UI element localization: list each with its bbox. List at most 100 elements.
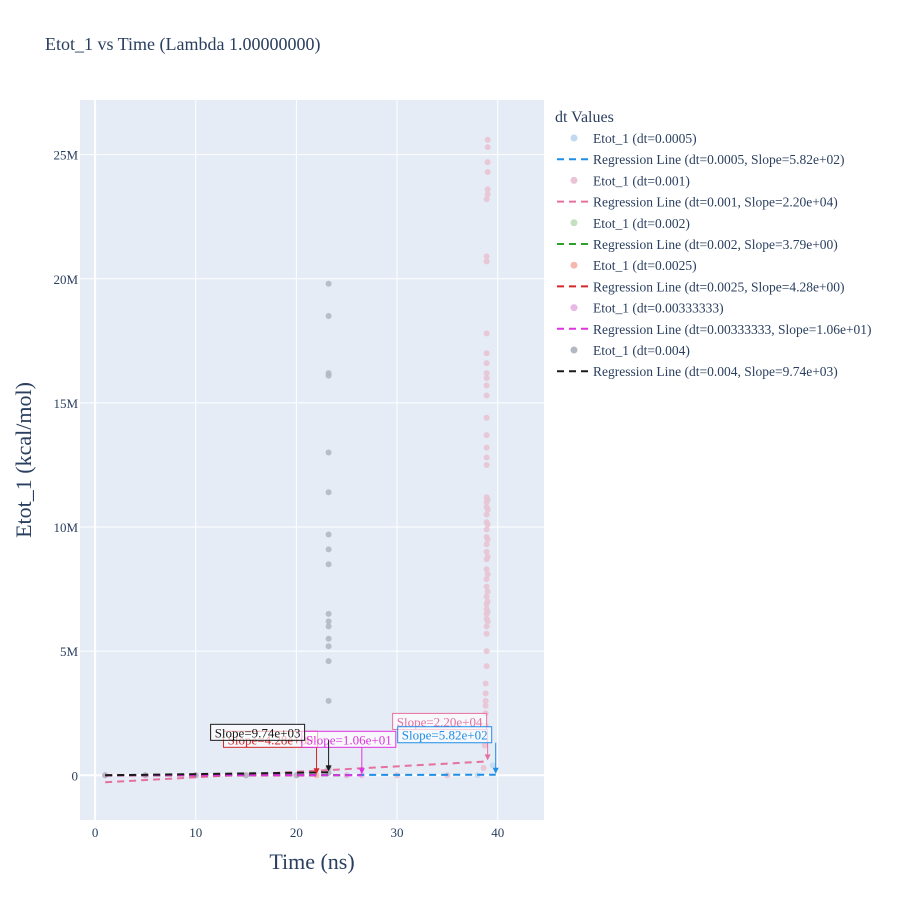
y-tick-label: 20M [53, 272, 78, 287]
scatter-series [102, 136, 491, 779]
legend-item[interactable]: Regression Line (dt=0.004, Slope=9.74e+0… [557, 364, 838, 379]
series-layer [102, 136, 496, 784]
legend-label: Etot_1 (dt=0.004) [593, 343, 690, 358]
data-point [325, 610, 332, 617]
legend-label: Regression Line (dt=0.00333333, Slope=1.… [593, 322, 872, 337]
x-tick-label: 20 [290, 825, 303, 840]
data-point [483, 375, 490, 382]
legend-label: Etot_1 (dt=0.002) [593, 216, 690, 231]
x-tick-label: 0 [92, 825, 99, 840]
annotation-label: Slope=9.74e+03 [215, 725, 301, 740]
data-point [483, 593, 490, 600]
annotation-box [397, 726, 493, 744]
legend-item[interactable]: Etot_1 (dt=0.0005) [570, 131, 697, 146]
x-tick-label: 40 [491, 825, 504, 840]
data-point [483, 630, 490, 637]
slope-annotation: Slope=2.20e+04 [392, 712, 491, 761]
legend-item[interactable]: Regression Line (dt=0.00333333, Slope=1.… [557, 322, 872, 337]
legend-item[interactable]: Etot_1 (dt=0.001) [570, 173, 690, 188]
data-point [482, 680, 489, 687]
legend-marker [570, 219, 578, 227]
legend-item[interactable]: Etot_1 (dt=0.0025) [570, 258, 697, 273]
data-point [484, 536, 491, 543]
data-point [482, 702, 489, 709]
data-point [483, 541, 490, 548]
legend-label: Etot_1 (dt=0.0005) [593, 131, 697, 146]
y-tick-label: 15M [53, 396, 78, 411]
legend-label: Regression Line (dt=0.0005, Slope=5.82e+… [593, 152, 845, 167]
data-point [484, 169, 491, 175]
data-point [483, 196, 490, 203]
data-point [483, 623, 490, 630]
data-point [484, 571, 491, 578]
annotation-arrowhead [325, 765, 332, 772]
data-point [325, 643, 332, 650]
slope-annotation: Slope=9.74e+03 [210, 723, 332, 772]
data-point [325, 546, 332, 553]
legend-label: Etot_1 (dt=0.0025) [593, 258, 697, 273]
data-point [483, 360, 490, 367]
data-point [489, 762, 496, 769]
data-point [483, 576, 490, 583]
legend-item[interactable]: Regression Line (dt=0.0025, Slope=4.28e+… [557, 279, 845, 294]
legend-item[interactable]: Etot_1 (dt=0.00333333) [570, 301, 724, 316]
data-point [484, 598, 491, 605]
legend-marker [570, 261, 578, 269]
legend-label: Regression Line (dt=0.0025, Slope=4.28e+… [593, 279, 845, 294]
data-point [325, 280, 332, 287]
data-point [313, 772, 320, 779]
data-point [325, 449, 332, 456]
y-tick-label: 0 [72, 768, 79, 783]
data-point [325, 658, 332, 665]
data-point [483, 566, 490, 573]
data-point [483, 663, 490, 670]
data-point [483, 461, 490, 468]
legend-item[interactable]: Etot_1 (dt=0.004) [570, 343, 690, 358]
data-point [483, 370, 490, 377]
annotation-box [210, 723, 306, 741]
legend-item[interactable]: Regression Line (dt=0.0005, Slope=5.82e+… [557, 152, 845, 167]
data-point [482, 697, 489, 704]
x-tick-label: 30 [391, 825, 404, 840]
chart-title: Etot_1 vs Time (Lambda 1.00000000) [45, 34, 321, 55]
data-point [325, 489, 332, 496]
data-point [325, 561, 332, 568]
data-point [483, 330, 490, 337]
data-point [483, 414, 490, 421]
data-point [484, 618, 491, 625]
annotation-label: Slope=5.82e+02 [402, 728, 488, 743]
data-point [483, 258, 490, 265]
data-point [483, 526, 490, 533]
data-point [483, 583, 490, 590]
legend-label: Regression Line (dt=0.002, Slope=3.79e+0… [593, 237, 838, 252]
data-point [325, 313, 332, 319]
regression-line [105, 760, 488, 784]
legend-label: Etot_1 (dt=0.001) [593, 173, 690, 188]
data-point [325, 370, 332, 377]
legend-marker [570, 176, 578, 184]
annotation-arrowhead [492, 767, 499, 774]
data-point [325, 697, 332, 704]
y-tick-label: 25M [53, 148, 78, 163]
data-point [483, 253, 490, 260]
data-point [325, 623, 332, 630]
x-tick-label: 10 [189, 825, 202, 840]
annotation-arrowhead [313, 768, 320, 775]
data-point [480, 764, 487, 771]
data-point [484, 159, 491, 166]
data-point [484, 136, 491, 143]
legend-item[interactable]: Regression Line (dt=0.002, Slope=3.79e+0… [557, 237, 838, 252]
data-point [484, 521, 491, 528]
data-point [483, 350, 490, 357]
data-point [484, 553, 491, 560]
data-point [484, 608, 491, 615]
data-point [483, 454, 490, 461]
data-point [484, 186, 491, 193]
data-point [484, 506, 491, 513]
legend-item[interactable]: Etot_1 (dt=0.002) [570, 216, 690, 231]
legend-item[interactable]: Regression Line (dt=0.001, Slope=2.20e+0… [557, 195, 838, 210]
data-point [293, 772, 300, 779]
annotation-label: Slope=2.20e+04 [397, 714, 483, 729]
legend[interactable]: dt Values Etot_1 (dt=0.0005) Regression L… [555, 109, 872, 379]
